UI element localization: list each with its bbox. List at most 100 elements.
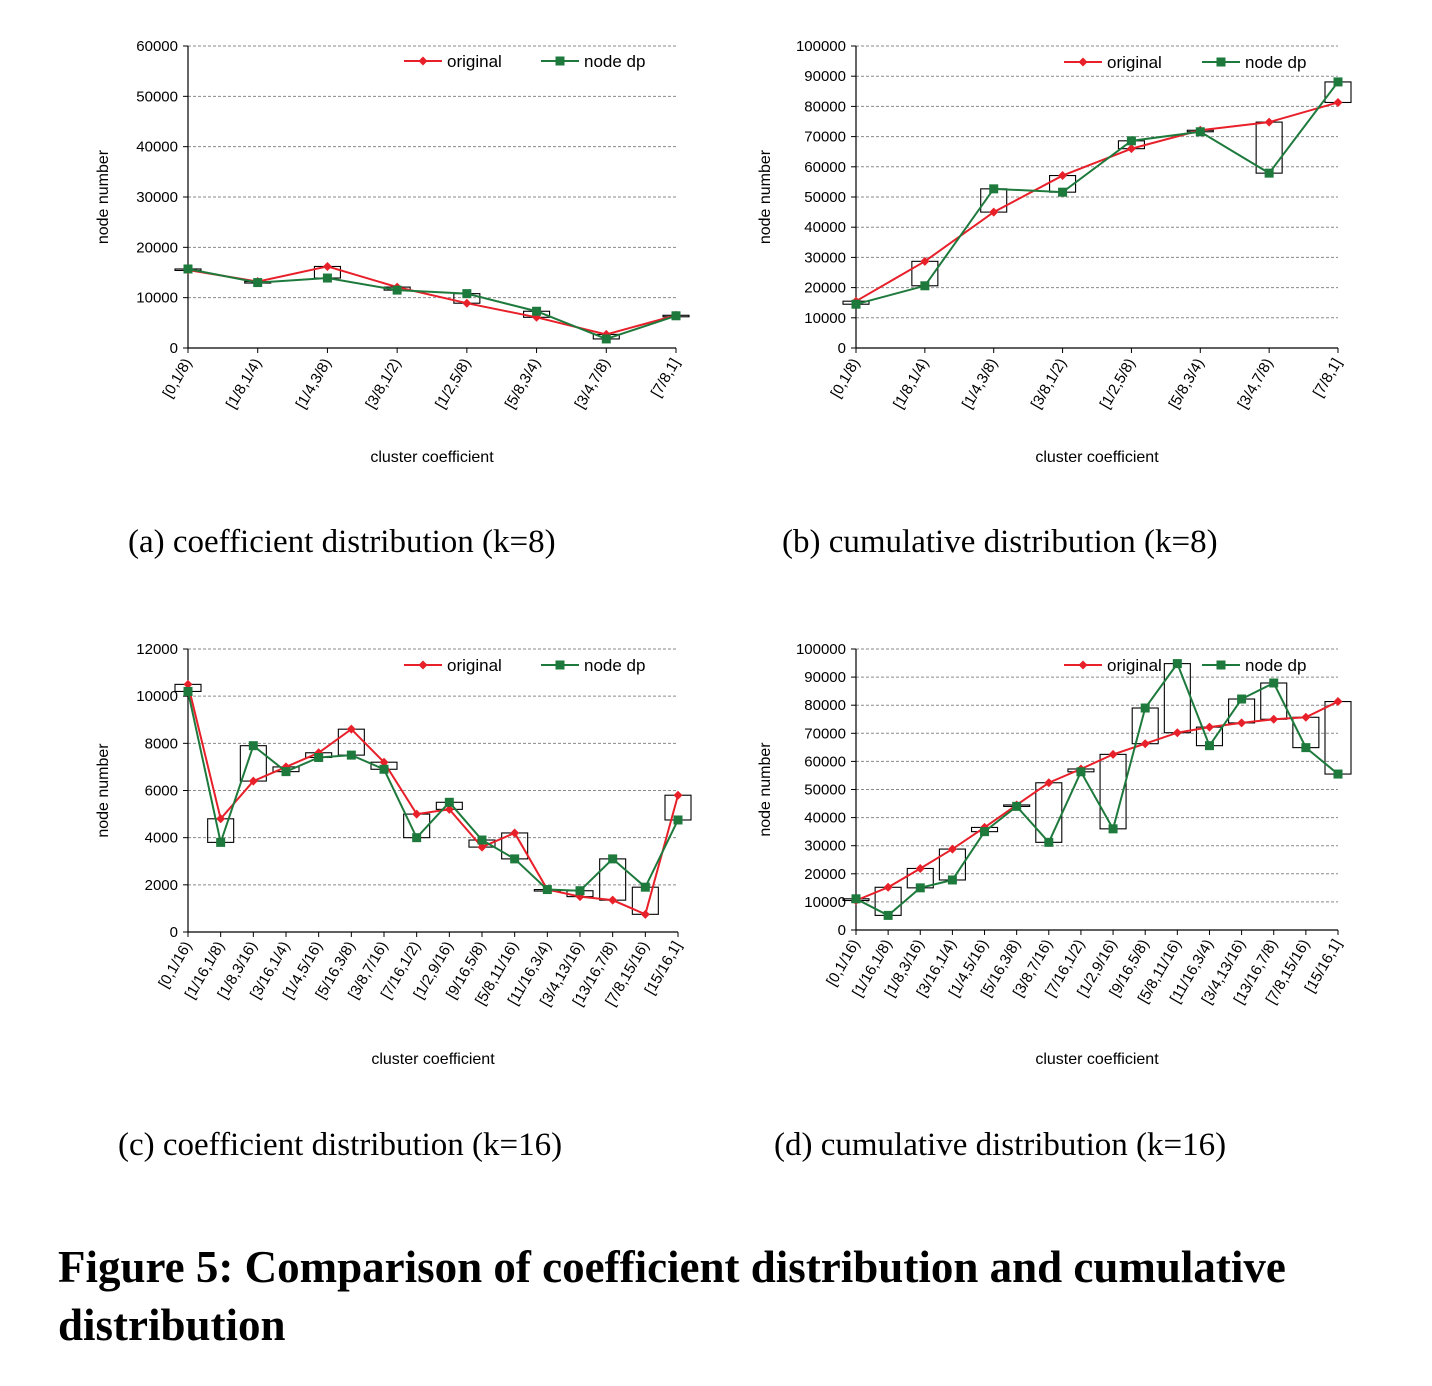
point-node-dp [462,289,472,299]
y-tick-label: 6000 [145,783,178,800]
x-tick-label: [1/8,1/4) [223,356,265,412]
x-axis-title: cluster coefficient [1035,1051,1159,1068]
point-node-dp [1044,837,1054,847]
y-tick-label: 40000 [804,219,846,236]
y-tick-label: 90000 [804,68,846,85]
y-tick-label: 60000 [136,38,178,55]
x-tick-label: [1/4,3/8) [959,356,1001,412]
x-tick-label: [1/4,3/8) [293,356,335,412]
point-node-dp [346,750,356,760]
y-tick-label: 100000 [796,38,846,55]
difference-box [1255,121,1283,174]
difference-box [1292,716,1320,749]
x-tick-label: [3/4,7/8) [1234,356,1276,412]
x-axis-title: cluster coefficient [371,1051,495,1068]
point-original [346,724,356,734]
point-node-dp [1269,678,1279,688]
legend-label: original [1107,656,1162,675]
legend-label: original [447,656,502,675]
point-node-dp [379,764,389,774]
chart-b: 0 10000 20000 30000 40000 50000 60000 70000 8000… [757,38,1352,466]
y-tick-label: 30000 [136,189,178,206]
y-axis-title: node number [757,149,774,244]
point-original [1204,722,1214,732]
point-node-dp [248,741,258,751]
point-original [1044,778,1054,788]
y-tick-label: 10000 [804,310,846,327]
subcaption-a: (a) coefficient distribution (k=8) [128,524,556,560]
y-tick-label: 0 [170,340,178,357]
chart-d: 0 10000 20000 30000 40000 50000 60000 70000 8000… [757,641,1352,1068]
y-tick-label: 20000 [804,280,846,297]
y-tick-label: 20000 [136,239,178,256]
point-original [412,809,422,819]
y-tick-label: 50000 [804,189,846,206]
point-original [883,882,893,892]
x-tick-label: [5/8,3/4) [502,356,544,412]
point-original [1237,718,1247,728]
y-tick-label: 40000 [136,139,178,156]
point-original [1058,171,1068,181]
point-node-dp [1264,168,1274,178]
legend-label: original [1107,53,1162,72]
legend-marker [555,660,565,670]
legend-marker [418,56,428,66]
y-tick-label: 70000 [804,129,846,146]
point-original [608,895,618,905]
point-node-dp [532,306,542,316]
difference-box [239,745,267,782]
subcaption-d: (d) cumulative distribution (k=16) [774,1127,1227,1163]
point-node-dp [601,334,611,344]
point-node-dp [671,311,681,321]
point-node-dp [183,686,193,696]
y-tick-label: 30000 [804,249,846,266]
y-tick-label: 12000 [136,641,178,658]
y-tick-label: 40000 [804,810,846,827]
x-tick-label: [3/8,1/2) [1028,356,1070,412]
point-node-dp [1126,136,1136,146]
point-original [1140,739,1150,749]
x-tick-label: [1/2,5/8) [432,356,474,412]
point-node-dp [183,264,193,274]
point-original [462,298,472,308]
y-tick-label: 4000 [145,830,178,847]
point-node-dp [1076,767,1086,777]
y-tick-label: 90000 [804,669,846,686]
point-original [947,844,957,854]
legend-label: node dp [1245,656,1306,675]
y-tick-label: 70000 [804,725,846,742]
series-line-node-dp [855,661,1339,917]
y-tick-label: 80000 [804,697,846,714]
series-line-node-dp [187,267,677,341]
point-original [510,828,520,838]
point-node-dp [1204,741,1214,751]
y-tick-label: 50000 [136,88,178,105]
point-node-dp [1172,659,1182,669]
point-node-dp [510,854,520,864]
series-line-node-dp [855,81,1339,306]
y-tick-label: 20000 [804,866,846,883]
point-original [379,757,389,767]
point-original [920,256,930,266]
point-node-dp [915,883,925,893]
point-node-dp [883,910,893,920]
point-node-dp [281,767,291,777]
point-original [1333,697,1343,707]
legend-marker [1216,660,1226,670]
y-tick-label: 8000 [145,735,178,752]
series-line-original [855,101,1339,303]
point-original [915,863,925,873]
legend-marker [1078,57,1088,67]
point-original [183,679,193,689]
point-node-dp [412,833,422,843]
legend-marker [1078,660,1088,670]
y-tick-label: 2000 [145,877,178,894]
series-line-node-dp [187,691,679,892]
point-node-dp [851,299,861,309]
x-tick-label: [7/8,1] [1310,356,1346,401]
series-line-original [855,700,1339,902]
y-tick-label: 100000 [796,641,846,658]
point-original [1333,97,1343,107]
point-node-dp [216,837,226,847]
point-node-dp [575,886,585,896]
